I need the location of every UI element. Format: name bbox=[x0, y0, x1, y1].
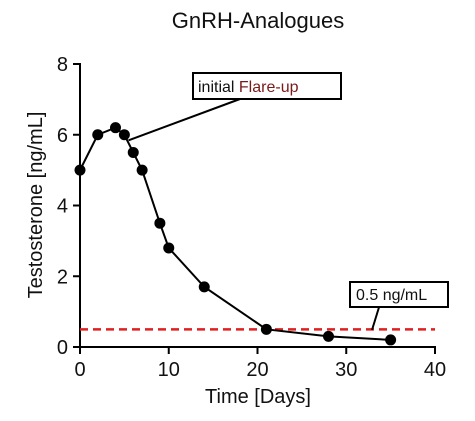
data-point bbox=[323, 330, 334, 342]
axes: 0 2 4 6 8 0 10 20 30 40 bbox=[57, 54, 446, 381]
y-axis-label: Testosterone [ng/mL] bbox=[25, 112, 47, 299]
data-point bbox=[154, 217, 166, 229]
data-point bbox=[92, 129, 104, 141]
flare-annotation-highlight: Flare-up bbox=[239, 79, 299, 96]
x-axis-label: Time [Days] bbox=[205, 386, 311, 408]
series-line bbox=[79, 126, 391, 341]
y-ticks: 0 2 4 6 8 bbox=[57, 54, 80, 359]
data-point bbox=[198, 281, 210, 293]
flare-annotation-prefix: initial bbox=[198, 79, 239, 96]
reference-annotation: 0.5 ng/mL bbox=[349, 281, 449, 331]
y-tick-label: 0 bbox=[57, 337, 68, 359]
data-point bbox=[136, 164, 148, 176]
y-tick-label: 8 bbox=[57, 54, 68, 76]
reference-annotation-text: 0.5 ng/mL bbox=[356, 287, 427, 304]
x-tick-label: 40 bbox=[424, 359, 446, 381]
x-ticks: 0 10 20 30 40 bbox=[74, 347, 446, 381]
y-tick-label: 4 bbox=[57, 196, 68, 218]
flare-annotation-text: initial Flare-up bbox=[198, 79, 299, 96]
data-point bbox=[118, 129, 130, 141]
reference-annotation-box bbox=[349, 281, 449, 308]
flare-annotation-box bbox=[192, 72, 342, 100]
series-group bbox=[74, 122, 397, 346]
flare-annotation: initial Flare-up bbox=[128, 72, 342, 142]
data-point bbox=[74, 164, 86, 176]
data-point bbox=[260, 323, 272, 335]
chart-title: GnRH-Analogues bbox=[172, 8, 344, 33]
x-tick-label: 10 bbox=[158, 359, 180, 381]
x-tick-label: 0 bbox=[74, 359, 85, 381]
data-point bbox=[385, 334, 397, 346]
y-tick-label: 6 bbox=[57, 125, 68, 147]
flare-annotation-leader bbox=[128, 98, 241, 142]
data-point bbox=[163, 242, 175, 254]
y-tick-label: 2 bbox=[57, 266, 68, 288]
reference-annotation-leader bbox=[371, 303, 381, 331]
x-tick-label: 20 bbox=[246, 359, 268, 381]
data-point bbox=[110, 122, 121, 134]
data-point bbox=[127, 146, 139, 158]
x-tick-label: 30 bbox=[335, 359, 357, 381]
